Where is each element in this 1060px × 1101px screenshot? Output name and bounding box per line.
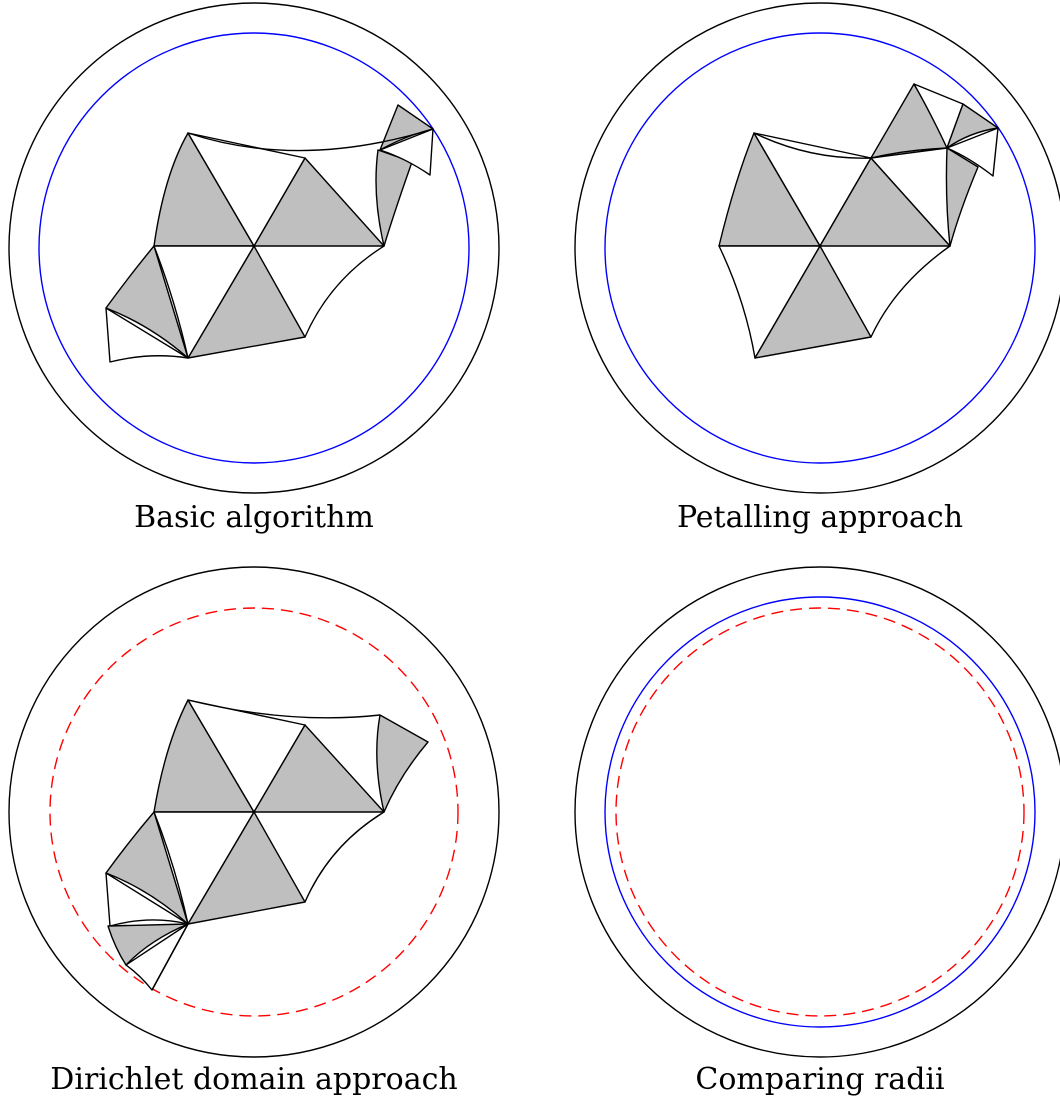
tile-edge bbox=[304, 811, 385, 903]
tile-edge bbox=[304, 245, 385, 338]
panel-basic-algorithm bbox=[8, 2, 500, 494]
tiling bbox=[105, 104, 434, 363]
tile-white bbox=[105, 307, 189, 363]
panel-comparing-radii bbox=[574, 566, 1060, 1058]
blue-radius-circle bbox=[38, 32, 470, 464]
tile-white bbox=[946, 127, 999, 177]
panel-dirichlet-domain-approach bbox=[8, 566, 500, 1058]
caption-petalling-approach: Petalling approach bbox=[676, 500, 964, 535]
tile-white bbox=[870, 147, 951, 247]
tile-edge bbox=[187, 699, 381, 719]
red-dashed-radius-circle bbox=[615, 607, 1025, 1017]
tile-gray bbox=[187, 811, 306, 925]
blue-radius-circle bbox=[604, 596, 1036, 1028]
caption-dirichlet-domain-approach: Dirichlet domain approach bbox=[50, 1062, 458, 1097]
tiling bbox=[718, 83, 999, 359]
poincare-disk-boundary bbox=[574, 2, 1060, 494]
tile-edge bbox=[753, 132, 872, 159]
red-dashed-radius-circle bbox=[49, 607, 459, 1017]
tile-gray bbox=[376, 714, 429, 813]
tile-white bbox=[153, 245, 255, 359]
tile-edge bbox=[187, 128, 434, 152]
tiling bbox=[105, 699, 429, 991]
tile-gray bbox=[375, 149, 413, 247]
panel-petalling-approach bbox=[574, 2, 1060, 494]
blue-radius-circle bbox=[604, 32, 1036, 464]
poincare-disk-boundary bbox=[8, 2, 500, 494]
caption-comparing-radii: Comparing radii bbox=[695, 1062, 945, 1097]
tile-gray bbox=[253, 724, 385, 813]
poincare-disk-boundary bbox=[8, 566, 500, 1058]
poincare-disk-boundary bbox=[574, 566, 1060, 1058]
tile-edge bbox=[151, 923, 189, 991]
tile-gray bbox=[754, 245, 872, 359]
tile-white bbox=[379, 128, 434, 176]
tile-white bbox=[187, 132, 306, 247]
tile-edge bbox=[870, 245, 951, 338]
caption-basic-algorithm: Basic algorithm bbox=[134, 500, 374, 535]
